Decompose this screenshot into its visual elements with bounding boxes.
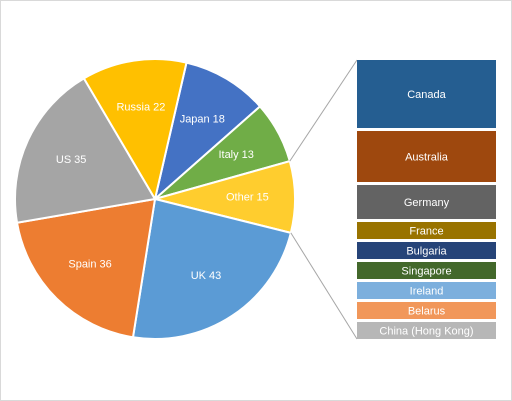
connector-line <box>289 59 358 162</box>
bar-segment <box>357 242 496 259</box>
bar-segment <box>357 185 496 219</box>
segment-label: Singapore <box>401 265 451 277</box>
bar-segment <box>357 262 496 279</box>
segment-label: China (Hong Kong) <box>379 325 473 337</box>
segment-label: Ireland <box>410 285 444 297</box>
slice-label: UK 43 <box>191 270 222 282</box>
pie-slice <box>82 58 188 202</box>
bar-segment <box>357 60 496 128</box>
slice-label: Other 15 <box>226 192 269 204</box>
pie-slice <box>14 77 157 224</box>
slice-value: 18 <box>213 114 225 126</box>
slice-value: 36 <box>100 259 112 271</box>
slice-name: Russia <box>116 102 151 114</box>
pie-slice <box>131 197 293 340</box>
slice-name: UK <box>191 270 207 282</box>
segment-label: France <box>409 225 443 237</box>
slice-label: Italy 13 <box>218 149 253 161</box>
slice-value: 35 <box>74 154 86 166</box>
slice-name: US <box>56 154 71 166</box>
pie-slice <box>15 197 157 339</box>
slice-value: 15 <box>257 192 269 204</box>
slice-value: 22 <box>153 102 165 114</box>
connector-line <box>290 232 358 340</box>
slice-value: 43 <box>209 270 221 282</box>
slice-label: Japan 18 <box>180 114 225 126</box>
segment-label: Germany <box>404 197 450 209</box>
slice-label: US 35 <box>56 154 87 166</box>
bar-segment <box>357 282 496 299</box>
bar-segment <box>357 302 496 319</box>
slice-name: Japan <box>180 114 210 126</box>
slice-label: Russia 22 <box>116 102 165 114</box>
slice-name: Italy <box>218 149 239 161</box>
segment-label: Bulgaria <box>406 245 447 257</box>
bar-segment <box>357 131 496 182</box>
pie-slice <box>153 61 262 202</box>
bar-segment <box>357 222 496 239</box>
segment-label: Canada <box>407 89 446 101</box>
bar-segment <box>357 322 496 339</box>
slice-name: Other <box>226 192 254 204</box>
segment-label: Belarus <box>408 305 446 317</box>
slice-name: Spain <box>68 259 96 271</box>
segment-label: Australia <box>405 151 449 163</box>
slice-value: 13 <box>242 149 254 161</box>
slice-label: Spain 36 <box>68 259 111 271</box>
